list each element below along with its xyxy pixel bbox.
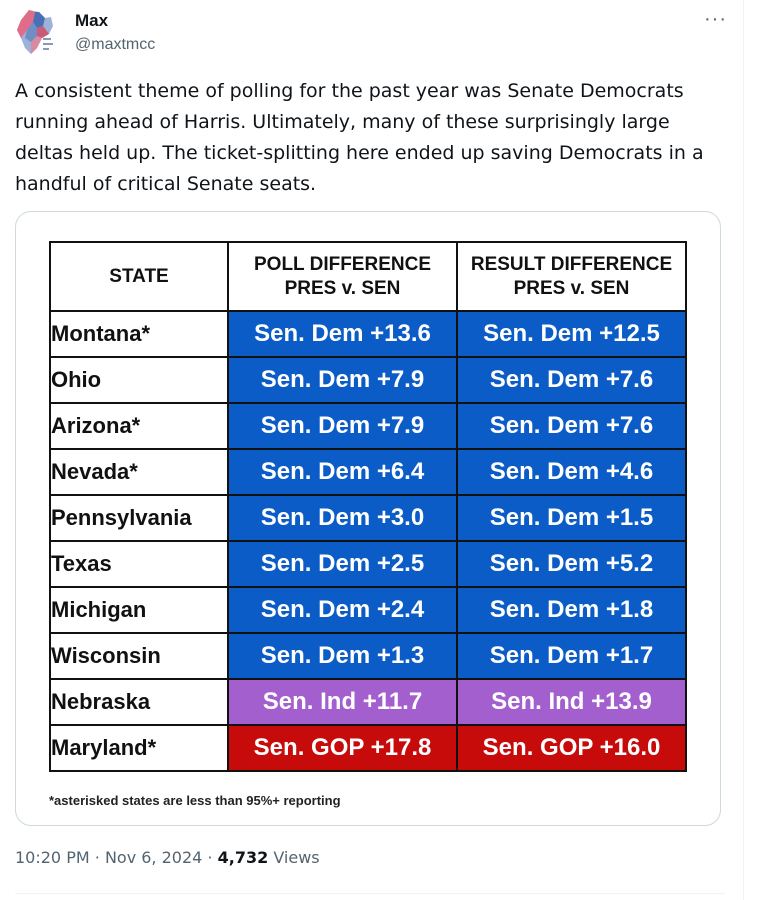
result-difference-cell: Sen. Ind +13.9 [456,678,687,726]
header-state: STATE [49,241,229,312]
header-result-difference: RESULT DIFFERENCE PRES v. SEN [456,241,687,312]
tweet-time[interactable]: 10:20 PM [15,848,90,867]
poll-difference-cell: Sen. Dem +7.9 [227,356,458,404]
state-cell: Arizona* [49,402,229,450]
header-poll-line1: POLL DIFFERENCE [254,253,431,275]
table-row: Texas Sen. Dem +2.5 Sen. Dem +5.2 [49,540,687,588]
result-difference-cell: Sen. Dem +5.2 [456,540,687,588]
table-row: Wisconsin Sen. Dem +1.3 Sen. Dem +1.7 [49,632,687,680]
poll-difference-cell: Sen. Dem +6.4 [227,448,458,496]
avatar[interactable] [15,8,57,58]
state-cell: Nevada* [49,448,229,496]
poll-difference-cell: Sen. Ind +11.7 [227,678,458,726]
poll-difference-cell: Sen. Dem +1.3 [227,632,458,680]
result-difference-cell: Sen. Dem +1.8 [456,586,687,634]
table-row: Nevada* Sen. Dem +6.4 Sen. Dem +4.6 [49,448,687,496]
poll-difference-cell: Sen. Dem +13.6 [227,310,458,358]
state-cell: Pennsylvania [49,494,229,542]
result-difference-cell: Sen. Dem +4.6 [456,448,687,496]
author-name[interactable]: Max [75,11,109,30]
table-row: Michigan Sen. Dem +2.4 Sen. Dem +1.8 [49,586,687,634]
author-handle[interactable]: @maxtmcc [75,36,156,53]
state-cell: Nebraska [49,678,229,726]
tweet-date[interactable]: Nov 6, 2024 [104,848,203,867]
divider [15,893,725,894]
table-header-row: STATE POLL DIFFERENCE PRES v. SEN RESULT… [49,241,687,312]
table-row: Pennsylvania Sen. Dem +3.0 Sen. Dem +1.5 [49,494,687,542]
state-cell: Michigan [49,586,229,634]
result-difference-cell: Sen. Dem +1.7 [456,632,687,680]
views-label: Views [273,848,320,867]
poll-difference-cell: Sen. Dem +3.0 [227,494,458,542]
header-result-line1: RESULT DIFFERENCE [470,253,673,275]
timeline-divider [743,0,744,900]
state-cell: Maryland* [49,724,229,772]
state-cell: Texas [49,540,229,588]
table-footnote: *asterisked states are less than 95%+ re… [49,793,341,808]
result-difference-cell: Sen. Dem +1.5 [456,494,687,542]
meta-separator-2: · [207,848,213,867]
tweet-text: A consistent theme of polling for the pa… [15,80,704,195]
tweet-header: Max @maxtmcc ··· [15,8,731,58]
table-row: Maryland* Sen. GOP +17.8 Sen. GOP +16.0 [49,724,687,772]
poll-difference-cell: Sen. GOP +17.8 [227,724,458,772]
poll-difference-cell: Sen. Dem +2.5 [227,540,458,588]
header-poll-difference: POLL DIFFERENCE PRES v. SEN [227,241,458,312]
state-cell: Montana* [49,310,229,358]
result-difference-cell: Sen. Dem +7.6 [456,402,687,450]
table-row: Nebraska Sen. Ind +11.7 Sen. Ind +13.9 [49,678,687,726]
senate-difference-table: STATE POLL DIFFERENCE PRES v. SEN RESULT… [49,241,687,772]
header-result-line2: PRES v. SEN [513,277,630,299]
state-cell: Ohio [49,356,229,404]
table-row: Arizona* Sen. Dem +7.9 Sen. Dem +7.6 [49,402,687,450]
more-options-icon[interactable]: ··· [704,8,727,30]
result-difference-cell: Sen. Dem +7.6 [456,356,687,404]
tweet-image[interactable]: STATE POLL DIFFERENCE PRES v. SEN RESULT… [15,211,721,826]
table-row: Montana* Sen. Dem +13.6 Sen. Dem +12.5 [49,310,687,358]
state-cell: Wisconsin [49,632,229,680]
header-poll-line2: PRES v. SEN [284,277,401,299]
result-difference-cell: Sen. Dem +12.5 [456,310,687,358]
poll-difference-cell: Sen. Dem +7.9 [227,402,458,450]
table-row: Ohio Sen. Dem +7.9 Sen. Dem +7.6 [49,356,687,404]
views-count[interactable]: 4,732 [217,848,269,867]
meta-separator: · [94,848,100,867]
poll-difference-cell: Sen. Dem +2.4 [227,586,458,634]
result-difference-cell: Sen. GOP +16.0 [456,724,687,772]
tweet-meta: 10:20 PM · Nov 6, 2024 · 4,732 Views [15,848,320,867]
